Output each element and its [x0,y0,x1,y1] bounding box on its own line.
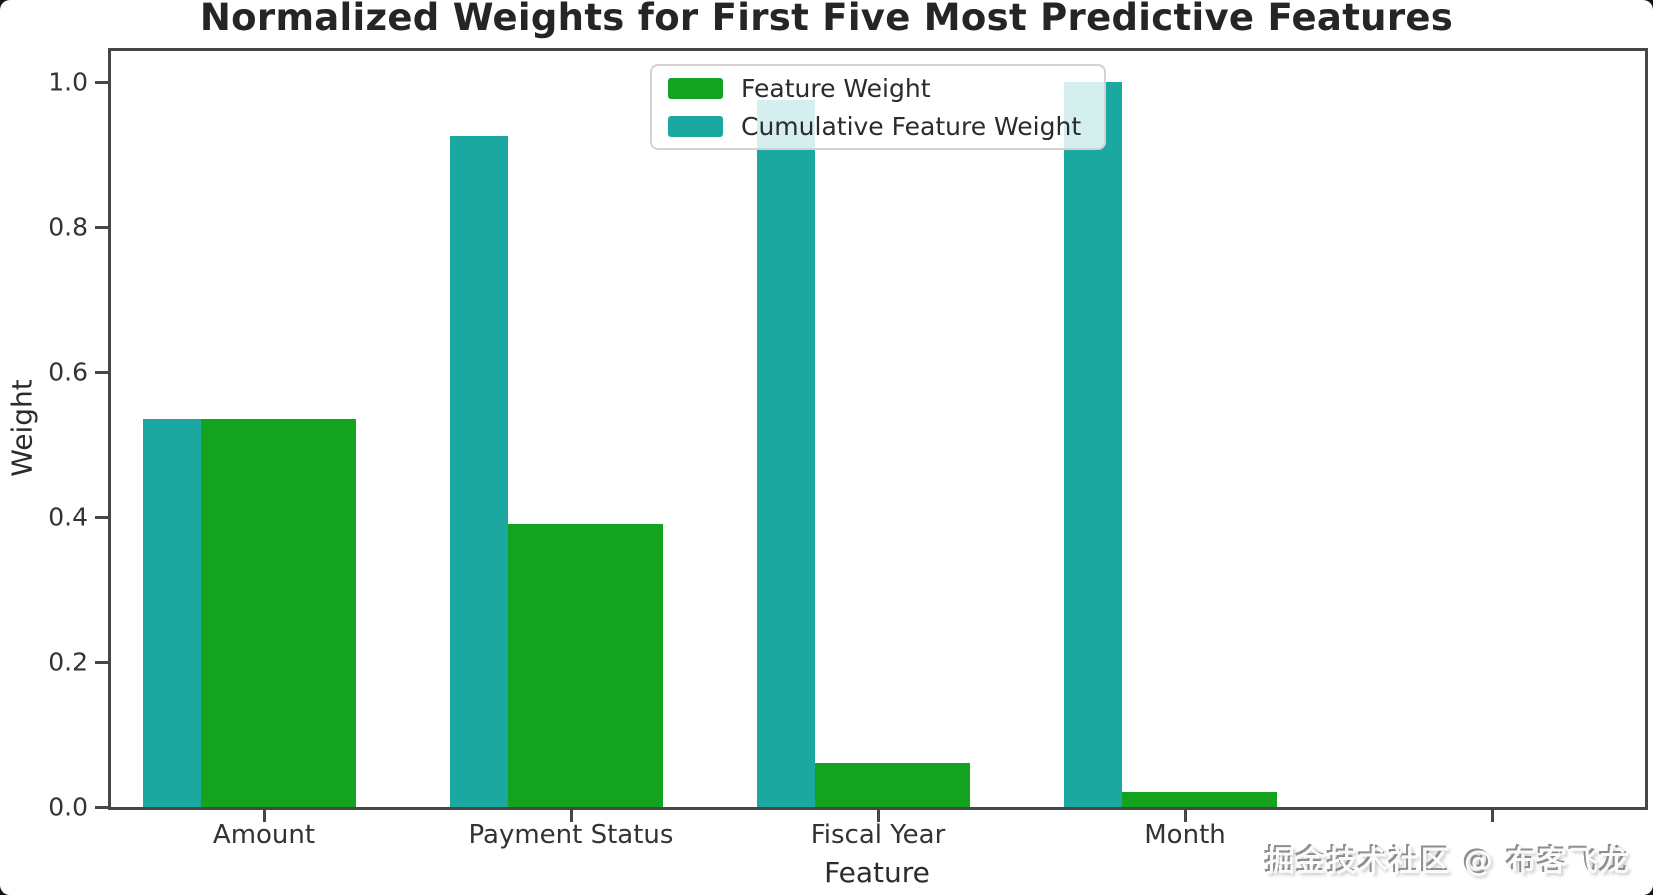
legend-item-cumulative-feature-weight: Cumulative Feature Weight [668,112,1104,141]
y-tick-mark [95,226,108,229]
y-tick-label: 0.6 [48,357,88,387]
cumulative-feature-weight-swatch-icon [668,115,723,137]
bar-feature-weight [508,524,663,807]
y-tick-label: 0.4 [48,502,88,532]
y-tick-label: 0.8 [48,212,88,242]
y-tick-mark [95,81,108,84]
x-tick-mark [570,809,573,822]
bar-feature-weight [201,419,356,807]
watermark: 掘金技术社区 @ 布客飞龙 [1265,844,1631,878]
feature-weight-swatch-icon [668,77,723,99]
y-tick-mark [95,516,108,519]
x-tick-mark [877,809,880,822]
plot-area [108,48,1648,810]
bar-cumulative-feature-weight [1064,82,1122,807]
y-axis-label: Weight [5,379,39,477]
y-tick-mark [95,661,108,664]
legend: Feature Weight Cumulative Feature Weight [650,64,1106,150]
x-tick-mark [1491,809,1494,822]
y-tick-label: 1.0 [48,67,88,97]
x-tick-mark [263,809,266,822]
x-axis-label: Feature [824,856,930,889]
bar-feature-weight [815,763,970,807]
legend-label: Cumulative Feature Weight [741,111,1082,141]
x-tick-label: Amount [212,820,316,850]
bar-feature-weight [1122,792,1277,807]
y-tick-mark [95,806,108,809]
legend-item-feature-weight: Feature Weight [668,74,1104,103]
x-tick-label: Fiscal Year [810,820,946,850]
bar-cumulative-feature-weight [757,100,815,807]
y-tick-label: 0.2 [48,647,88,677]
legend-label: Feature Weight [741,73,931,103]
x-tick-mark [1184,809,1187,822]
y-tick-mark [95,371,108,374]
bar-cumulative-feature-weight [450,136,508,807]
y-tick-label: 0.0 [48,792,88,822]
x-tick-label: Month [1144,820,1226,850]
x-tick-label: Payment Status [468,820,674,850]
chart-title: Normalized Weights for First Five Most P… [199,0,1454,39]
bar-cumulative-feature-weight [143,419,201,807]
